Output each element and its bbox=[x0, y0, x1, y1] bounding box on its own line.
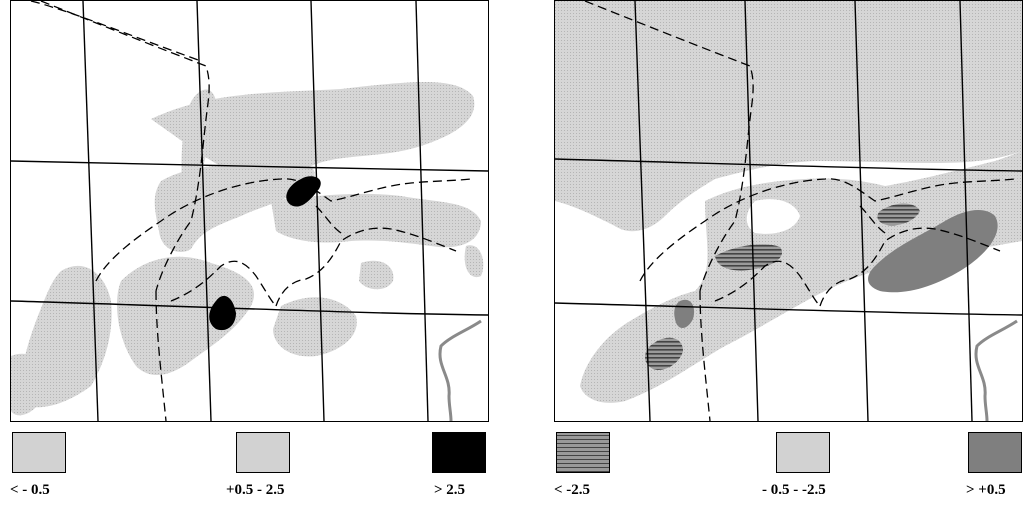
left-legend-swatch-3 bbox=[432, 432, 486, 473]
left-legend: < - 0.5 +0.5 - 2.5 > 2.5 bbox=[10, 432, 490, 512]
right-legend-label-3: > +0.5 bbox=[966, 482, 1006, 498]
left-legend-label-2: +0.5 - 2.5 bbox=[226, 482, 285, 498]
right-river bbox=[974, 319, 1018, 421]
right-legend-label-1: < -2.5 bbox=[554, 482, 591, 498]
right-light-regions bbox=[555, 1, 1022, 403]
left-river bbox=[438, 319, 482, 421]
right-legend-swatch-2 bbox=[776, 432, 830, 473]
right-legend: < -2.5 - 0.5 - -2.5 > +0.5 bbox=[554, 432, 1024, 512]
right-borders bbox=[584, 1, 1016, 421]
left-light-regions bbox=[11, 81, 484, 416]
right-panel: < -2.5 - 0.5 - -2.5 > +0.5 bbox=[554, 0, 1024, 512]
left-graticule bbox=[11, 1, 488, 421]
left-black-regions bbox=[209, 176, 321, 331]
right-legend-swatch-3 bbox=[968, 432, 1022, 473]
right-hatched-regions bbox=[645, 203, 920, 370]
right-graticule bbox=[555, 1, 1022, 421]
left-legend-swatch-1 bbox=[12, 432, 66, 473]
left-legend-label-1: < - 0.5 bbox=[10, 482, 50, 498]
left-map-svg bbox=[11, 1, 488, 421]
left-legend-label-3: > 2.5 bbox=[434, 482, 466, 498]
right-legend-label-2: - 0.5 - -2.5 bbox=[762, 482, 826, 498]
right-legend-swatch-1 bbox=[556, 432, 610, 473]
left-panel: < - 0.5 +0.5 - 2.5 > 2.5 bbox=[10, 0, 490, 512]
left-legend-swatch-2 bbox=[236, 432, 290, 473]
left-borders bbox=[30, 1, 472, 421]
left-map bbox=[10, 0, 489, 422]
right-map bbox=[554, 0, 1023, 422]
right-map-svg bbox=[555, 1, 1022, 421]
